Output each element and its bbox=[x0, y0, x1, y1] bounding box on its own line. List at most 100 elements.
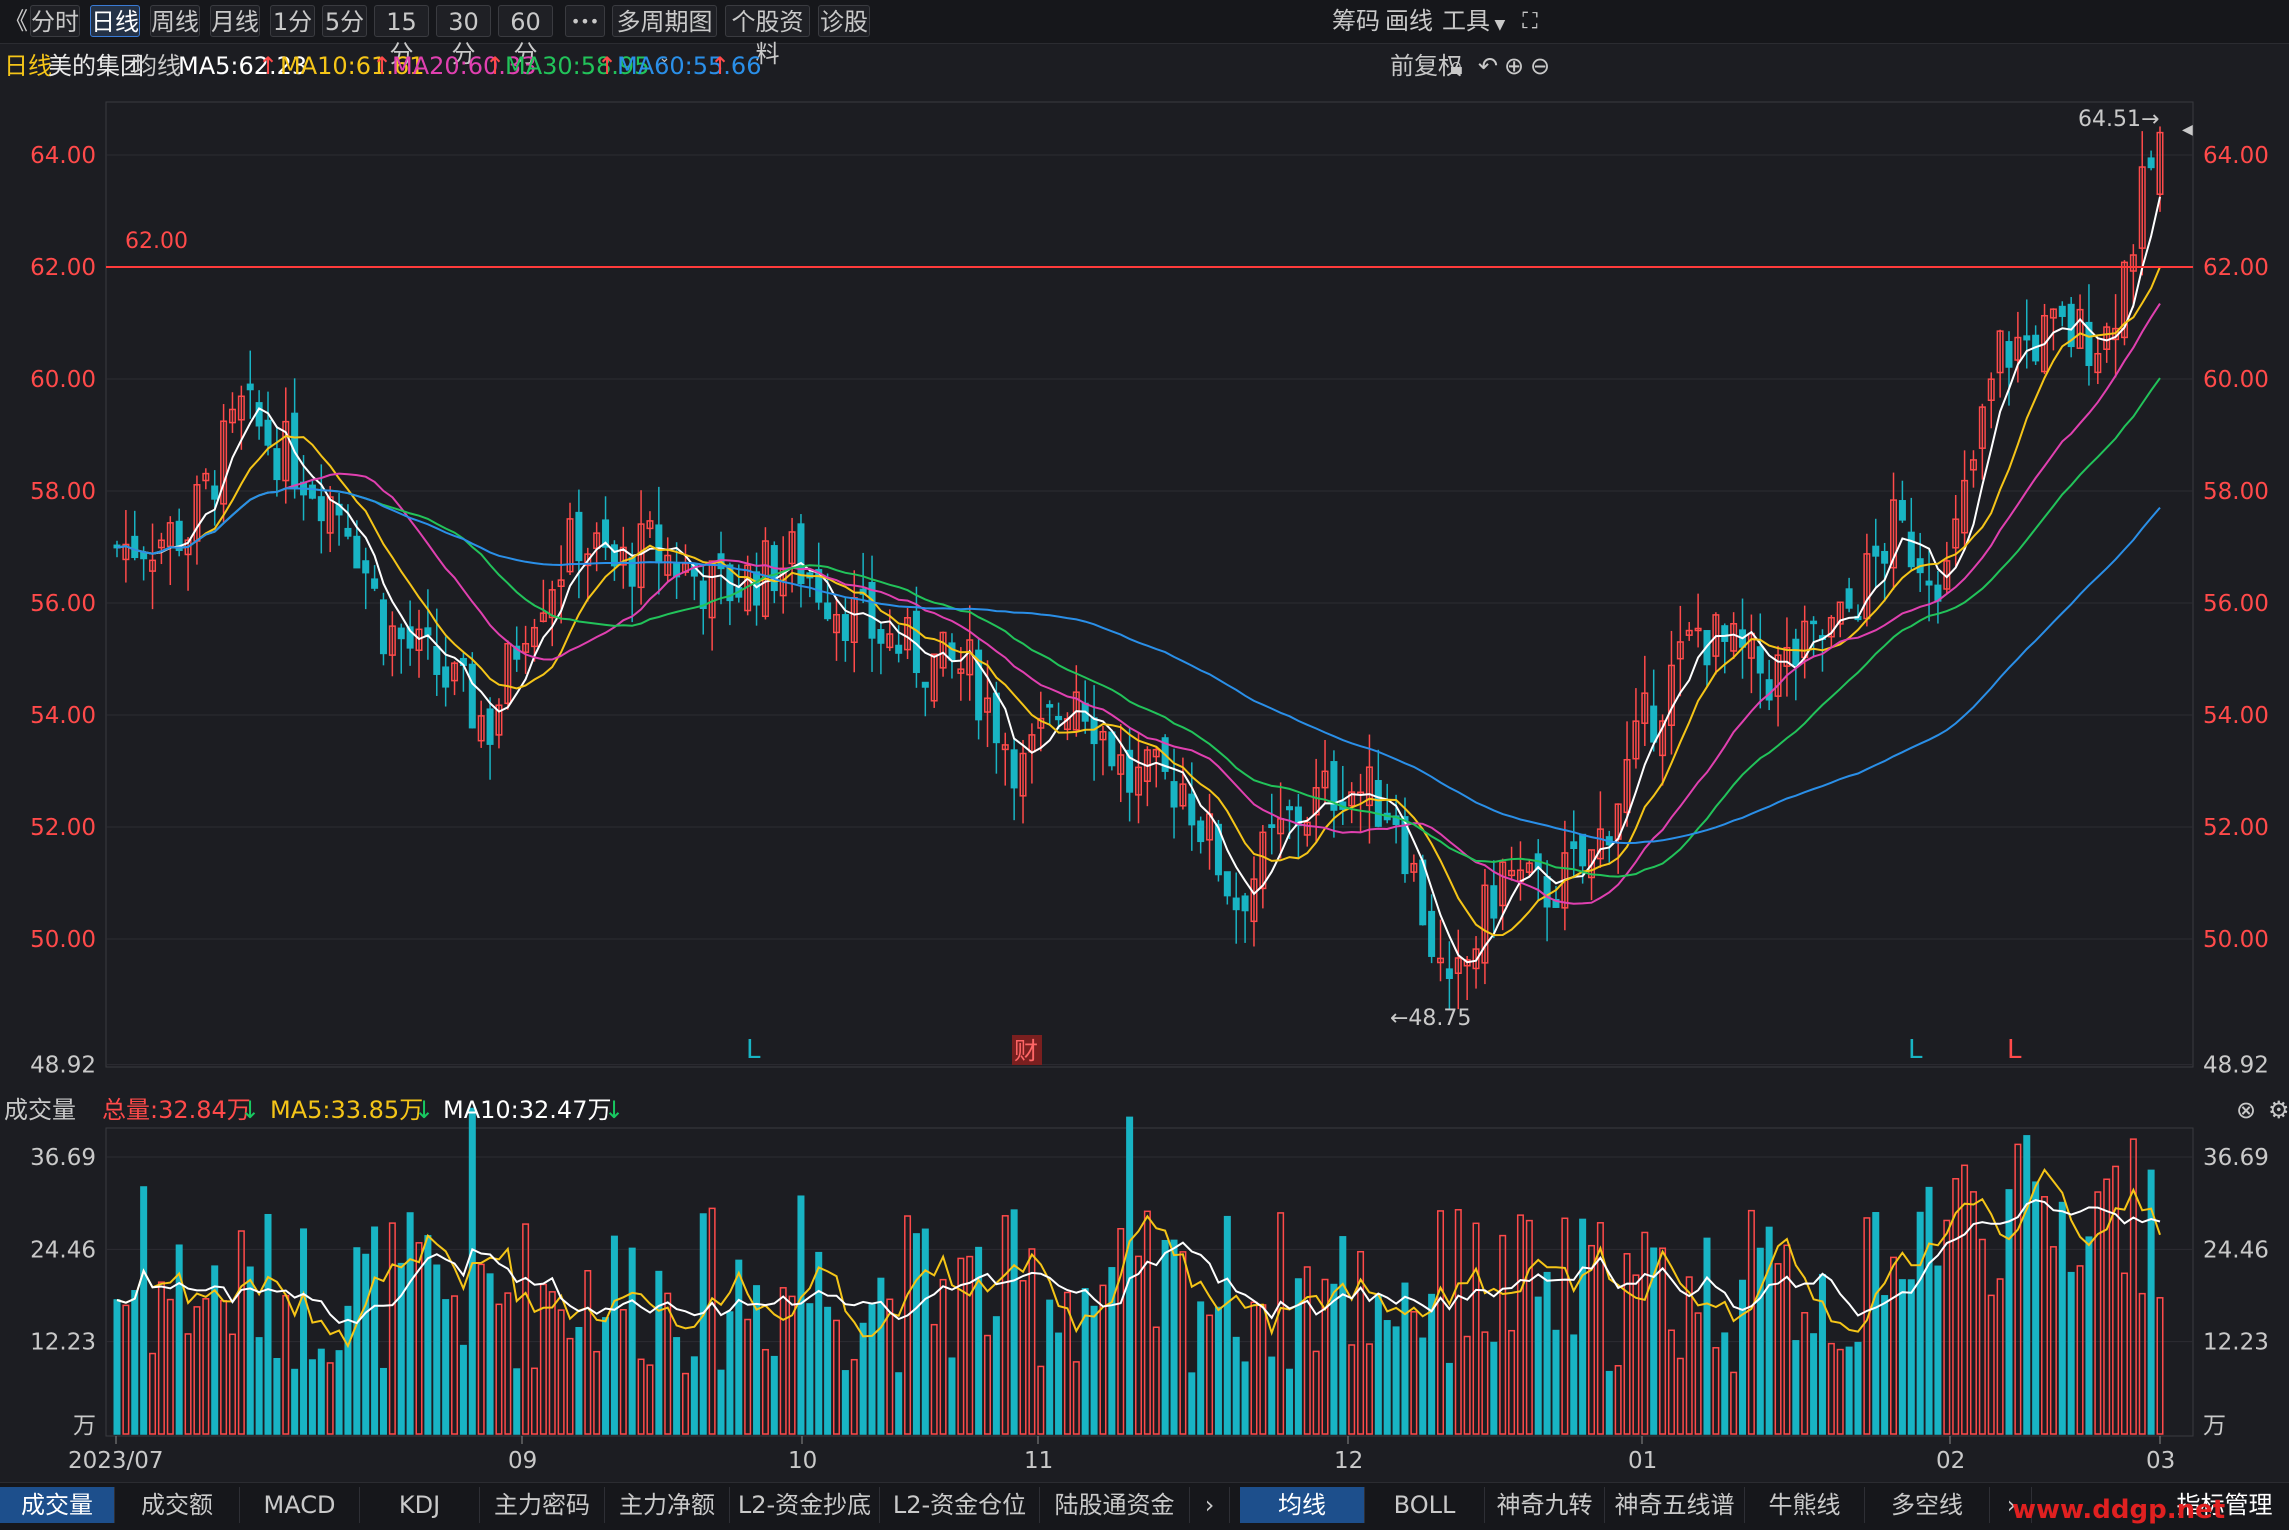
period-label: 日线 bbox=[4, 52, 52, 80]
tab-ma[interactable]: 均线 bbox=[1240, 1487, 1365, 1523]
candle-body bbox=[2129, 254, 2137, 272]
tab-td9[interactable]: 神奇九转 bbox=[1485, 1487, 1605, 1523]
volume-bar bbox=[486, 1273, 494, 1435]
signal-mark[interactable]: L bbox=[2007, 1035, 2022, 1065]
lock-icon[interactable]: 🔒︎ bbox=[1450, 52, 1463, 80]
volume-bar bbox=[1170, 1239, 1178, 1435]
volume-bar bbox=[1792, 1340, 1800, 1435]
period-5min[interactable]: 5分 bbox=[322, 5, 367, 37]
diagnose-button[interactable]: 诊股 bbox=[818, 5, 870, 37]
tab-five-lines[interactable]: 神奇五线谱 bbox=[1605, 1487, 1745, 1523]
period-fenshi[interactable]: 分时 bbox=[30, 5, 80, 37]
candle-body bbox=[2041, 314, 2049, 373]
zoom-in-icon[interactable]: ⊕ bbox=[1504, 52, 1525, 80]
candle-body bbox=[273, 448, 281, 481]
period-1min[interactable]: 1分 bbox=[270, 5, 315, 37]
settings-icon[interactable]: ⚙ bbox=[2268, 1096, 2289, 1124]
multi-period-button[interactable]: 多周期图 ⌄ bbox=[612, 5, 717, 66]
volume-bar bbox=[1863, 1217, 1871, 1435]
more-button[interactable]: ••• bbox=[565, 5, 605, 37]
zoom-out-icon[interactable]: ⊖ bbox=[1530, 52, 1551, 80]
volume-bar bbox=[1392, 1326, 1400, 1435]
volume-bar bbox=[1987, 1294, 1995, 1435]
candle-body bbox=[1214, 823, 1222, 876]
volume-bar bbox=[610, 1235, 618, 1435]
period-15min[interactable]: 15分 bbox=[374, 5, 429, 68]
volume-bar bbox=[770, 1355, 778, 1435]
volume-bar bbox=[388, 1222, 396, 1435]
draw-line-button[interactable]: 画线 bbox=[1385, 7, 1433, 35]
volume-bar bbox=[1472, 1222, 1480, 1435]
tab-bull-bear[interactable]: 牛熊线 bbox=[1745, 1487, 1865, 1523]
fullscreen-icon[interactable]: ⛶ bbox=[1522, 8, 1538, 34]
volume-bar bbox=[2005, 1189, 2013, 1435]
tab-long-short[interactable]: 多空线 bbox=[1865, 1487, 1990, 1523]
candle-body bbox=[1090, 717, 1098, 745]
price-tick-label: 60.00 bbox=[2203, 367, 2269, 393]
volume-bar bbox=[175, 1244, 183, 1435]
period-60min[interactable]: 60分 bbox=[498, 5, 553, 68]
candle-body bbox=[317, 496, 325, 522]
tab-boll[interactable]: BOLL bbox=[1365, 1487, 1485, 1523]
candle-body bbox=[228, 408, 236, 424]
candle-body bbox=[1250, 878, 1258, 923]
volume-bar bbox=[1232, 1336, 1240, 1435]
chevron-right-icon[interactable]: › bbox=[1190, 1487, 1230, 1523]
volume-bar bbox=[140, 1186, 148, 1435]
volume-bar bbox=[1143, 1210, 1151, 1435]
candle-body bbox=[2085, 321, 2093, 367]
tools-button[interactable]: 工具 ▼ bbox=[1442, 5, 1505, 37]
period-30min[interactable]: 30分 bbox=[436, 5, 491, 68]
tab-macd[interactable]: MACD bbox=[240, 1487, 360, 1523]
volume-bar bbox=[1348, 1344, 1356, 1435]
chevron-right-icon[interactable]: › bbox=[1992, 1487, 2032, 1523]
volume-bar bbox=[1277, 1212, 1285, 1435]
close-icon[interactable]: ⊗ bbox=[2236, 1096, 2257, 1124]
candle-body bbox=[1259, 831, 1267, 890]
volume-bar bbox=[2041, 1196, 2049, 1435]
tab-hk-connect[interactable]: 陆股通资金 bbox=[1040, 1487, 1190, 1523]
candle-body bbox=[131, 535, 139, 559]
candle-body bbox=[1721, 625, 1729, 642]
tab-kdj[interactable]: KDJ bbox=[360, 1487, 480, 1523]
back-button[interactable]: 《 bbox=[4, 7, 28, 35]
volume-bar bbox=[2023, 1135, 2031, 1435]
tab-main-code[interactable]: 主力密码 bbox=[480, 1487, 605, 1523]
undo-icon[interactable]: ↶ bbox=[1478, 52, 1499, 80]
tab-turnover[interactable]: 成交额 bbox=[115, 1487, 240, 1523]
date-axis: 2023/07 09 10 11 12 01 02 03 bbox=[68, 1436, 2175, 1474]
volume-bar bbox=[868, 1304, 876, 1435]
tab-l2-bottom[interactable]: L2-资金抄底 bbox=[730, 1487, 880, 1523]
candle-body bbox=[1588, 849, 1596, 879]
finance-badge[interactable]: 财 bbox=[1014, 1037, 1038, 1065]
price-tick-label: 52.00 bbox=[2203, 815, 2269, 841]
volume-bar bbox=[1730, 1371, 1738, 1435]
volume-bar bbox=[1641, 1231, 1649, 1435]
finance-badge-bg[interactable] bbox=[1012, 1035, 1042, 1065]
candle-body bbox=[1685, 629, 1693, 636]
kline-chart[interactable]: 62.00 64.51→ ◀ ←48.75 L 财 L L 64.00 62.00… bbox=[0, 0, 2289, 1482]
volume-bar bbox=[726, 1311, 734, 1435]
tab-volume[interactable]: 成交量 bbox=[0, 1487, 115, 1523]
volume-bar bbox=[797, 1195, 805, 1435]
period-monthly[interactable]: 月线 bbox=[210, 5, 260, 37]
tab-main-net[interactable]: 主力净额 bbox=[605, 1487, 730, 1523]
signal-mark[interactable]: L bbox=[1908, 1035, 1923, 1065]
stock-profile-button[interactable]: 个股资料 bbox=[725, 5, 810, 68]
candle-body bbox=[1010, 749, 1018, 789]
tab-l2-position[interactable]: L2-资金仓位 bbox=[880, 1487, 1040, 1523]
signal-mark[interactable]: L bbox=[746, 1035, 761, 1065]
volume-bar bbox=[557, 1309, 565, 1435]
indicator-manage-button[interactable]: 指标管理 bbox=[2176, 1491, 2273, 1519]
chips-button[interactable]: 筹码 bbox=[1332, 7, 1380, 35]
ma-label[interactable]: 均线 bbox=[133, 52, 181, 80]
candle-body bbox=[1437, 957, 1445, 964]
candle-body bbox=[255, 402, 263, 427]
period-daily[interactable]: 日线 bbox=[90, 5, 140, 37]
adjust-button[interactable]: 前复权 bbox=[1390, 52, 1462, 80]
period-weekly[interactable]: 周线 bbox=[150, 5, 200, 37]
ma60-line bbox=[116, 487, 2161, 845]
candle-body bbox=[1321, 770, 1329, 789]
price-tick-label: 56.00 bbox=[2203, 591, 2269, 617]
candle-body bbox=[1472, 948, 1480, 970]
